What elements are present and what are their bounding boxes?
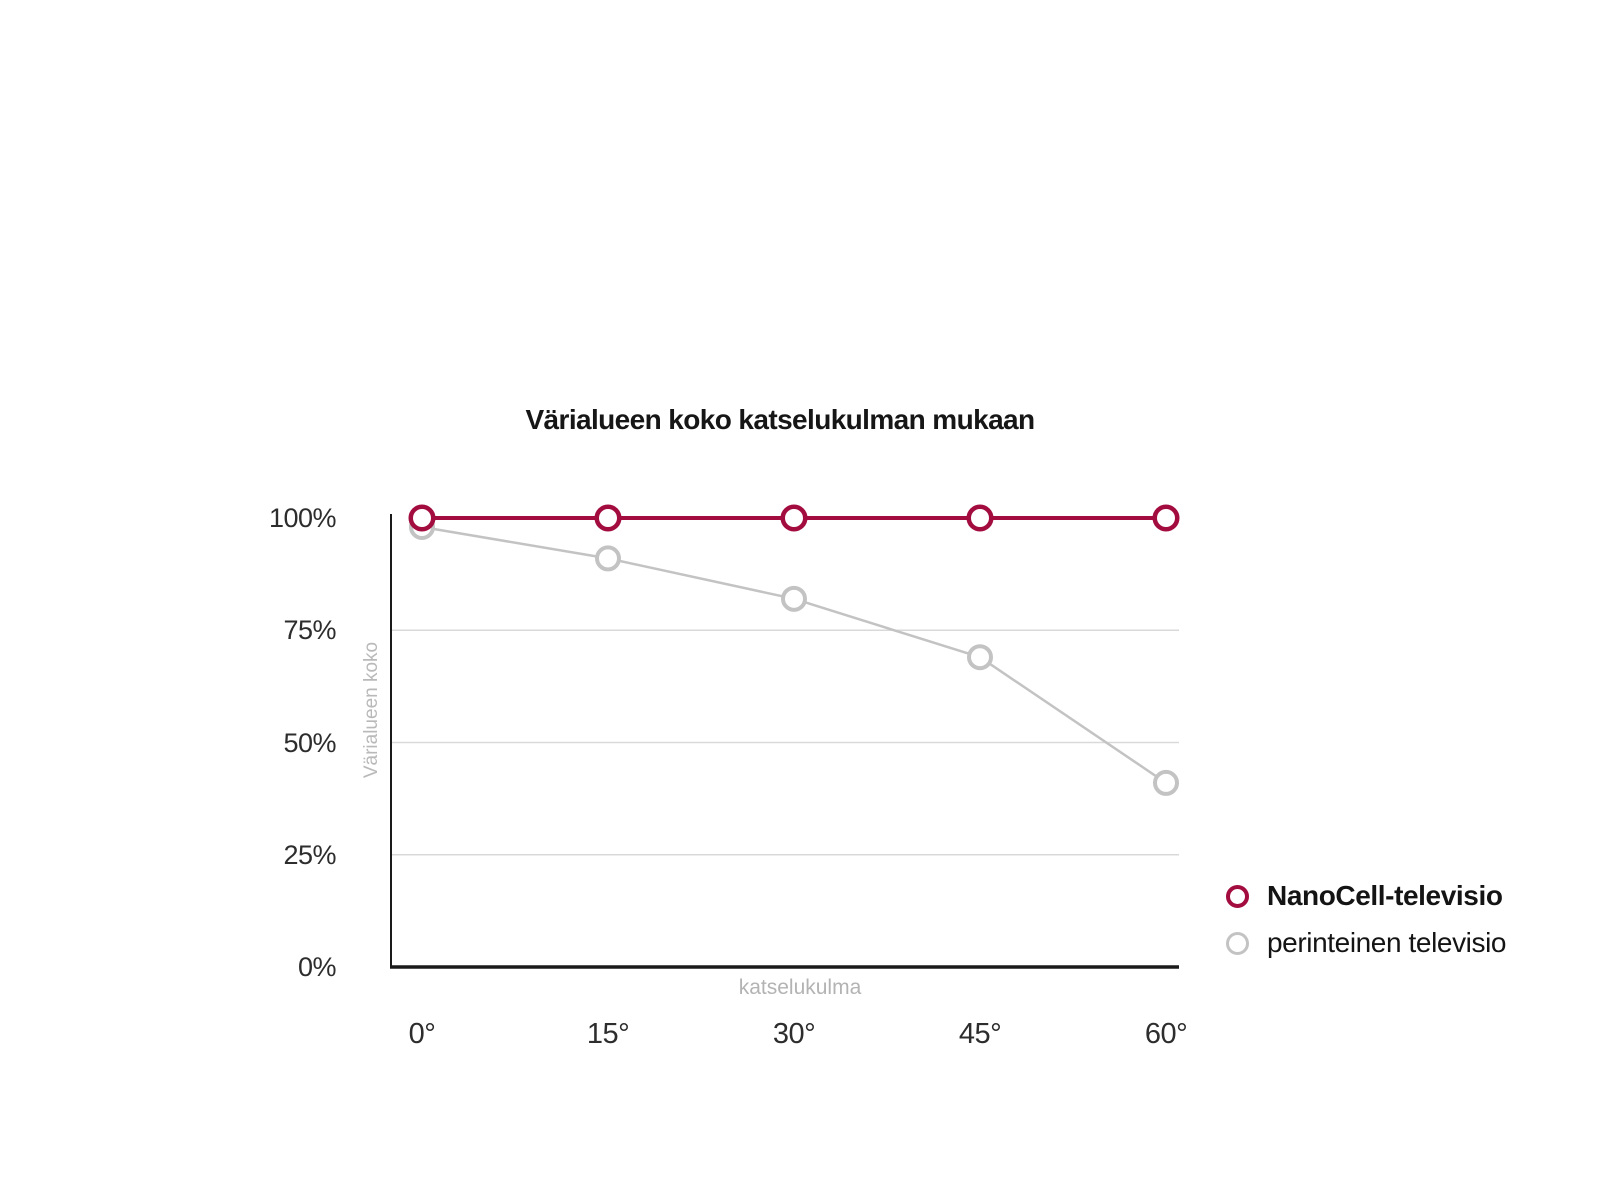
legend-item-nanocell: NanoCell-televisio: [1226, 879, 1506, 913]
legend: NanoCell-televisio perinteinen televisio: [1226, 879, 1506, 960]
x-tick-label: 45°: [958, 1018, 1002, 1050]
nanocell-marker: [594, 504, 622, 532]
conventional-tv-marker: [781, 585, 807, 612]
nanocell-marker: [966, 504, 994, 532]
conventional-tv-ring-icon: [1226, 931, 1249, 955]
y-tick-label: 75%: [283, 615, 336, 646]
chart-title: Värialueen koko katselukulman mukaan: [525, 404, 1035, 435]
legend-item-conventional-tv: perinteinen televisio: [1226, 926, 1506, 960]
conventional-tv-marker: [1153, 769, 1179, 796]
nanocell-ring-icon: [1226, 884, 1249, 908]
x-tick-label: 0°: [408, 1018, 436, 1050]
x-axis-title: katselukulma: [738, 976, 862, 999]
conventional-tv-marker: [967, 644, 993, 671]
nanocell-marker: [1152, 504, 1180, 532]
y-tick-label: 100%: [268, 503, 337, 533]
legend-label-conventional-tv: perinteinen televisio: [1267, 927, 1507, 958]
nanocell-marker: [408, 504, 436, 532]
y-tick-label: 25%: [283, 839, 336, 870]
y-axis-title: Värialueen koko: [361, 641, 382, 779]
x-tick-label: 60°: [1144, 1018, 1188, 1050]
x-tick-label: 15°: [586, 1018, 630, 1050]
legend-label-nanocell: NanoCell-televisio: [1267, 880, 1503, 911]
x-tick-label: 30°: [772, 1018, 816, 1050]
conventional-tv-line: [421, 525, 1167, 784]
nanocell-marker: [780, 504, 808, 532]
y-tick-label: 0%: [297, 952, 337, 982]
y-tick-label: 50%: [283, 727, 336, 758]
conventional-tv-marker: [595, 545, 621, 572]
